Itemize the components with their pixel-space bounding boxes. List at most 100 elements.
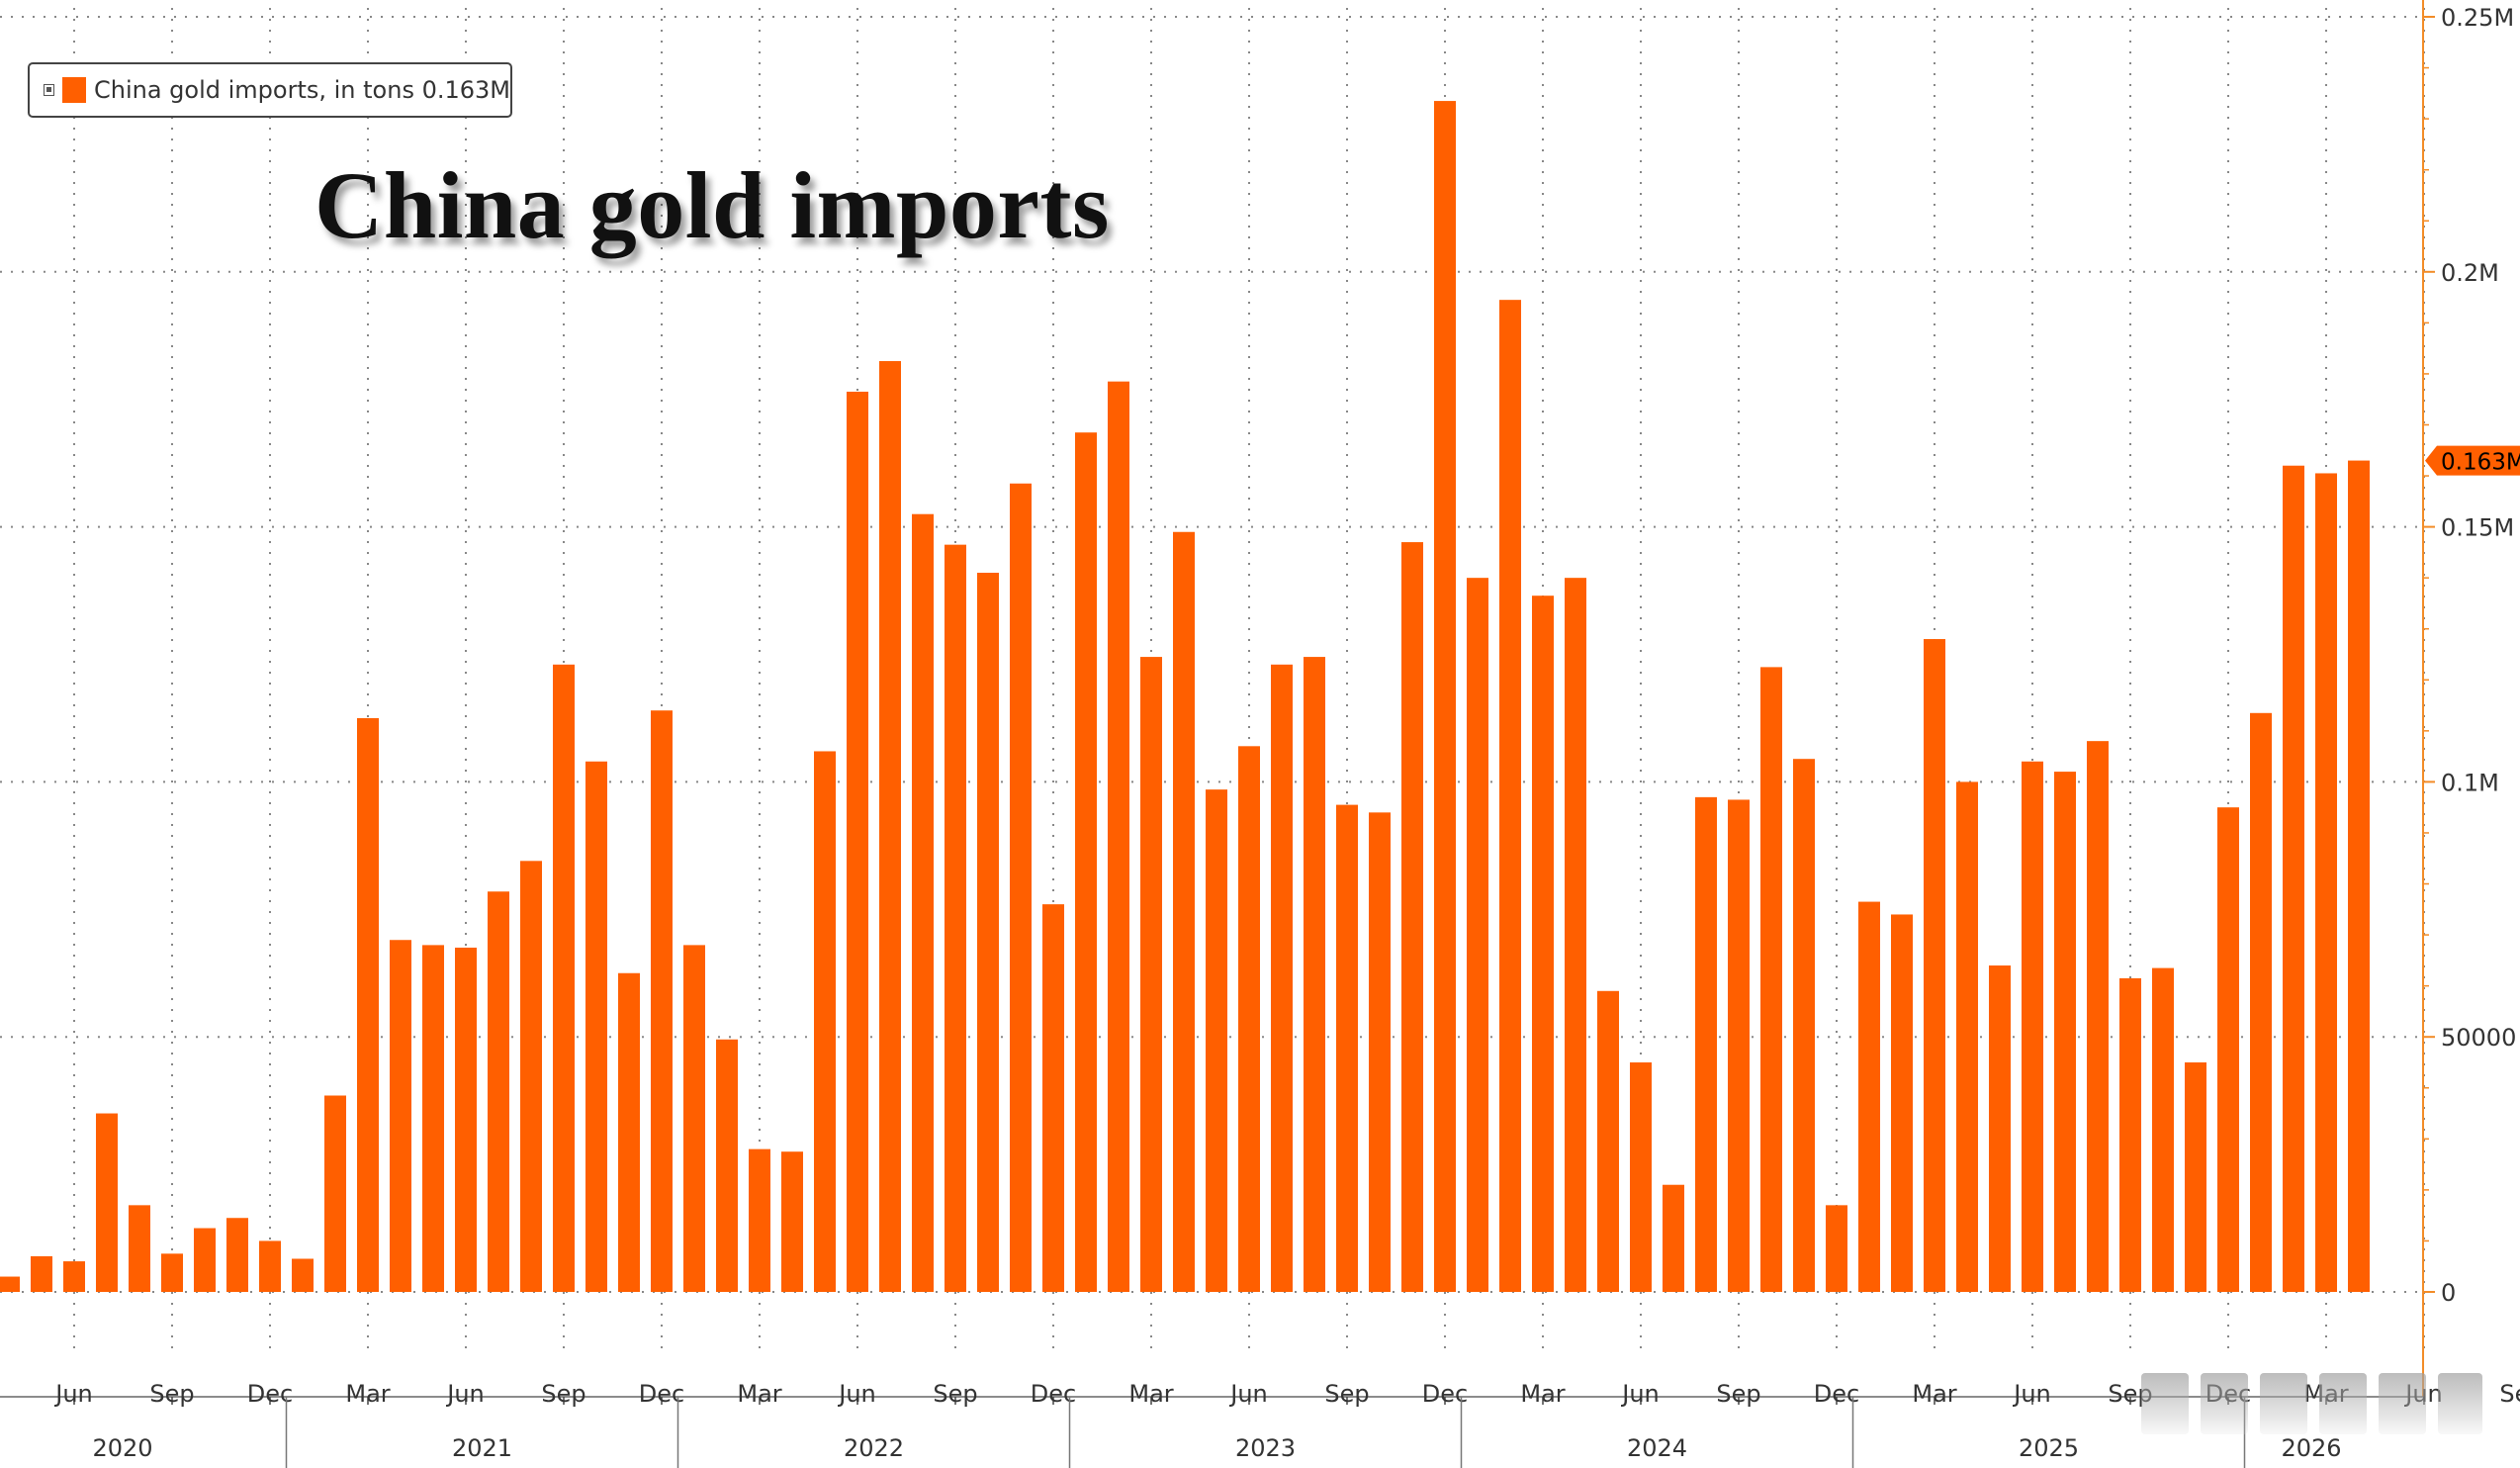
last-value-marker <box>2425 445 2520 476</box>
x-tick-label: Sep <box>1324 1380 1369 1408</box>
legend-toggle-icon[interactable] <box>44 84 55 96</box>
bar[interactable] <box>2250 712 2272 1292</box>
x-tick-label: Jun <box>2012 1380 2051 1408</box>
bar[interactable] <box>716 1039 738 1292</box>
bar[interactable] <box>31 1255 52 1292</box>
bar[interactable] <box>2022 761 2043 1292</box>
x-tick-label: Mar <box>737 1380 781 1408</box>
y-tick-label: 0.1M <box>2441 769 2499 796</box>
bar[interactable] <box>357 717 379 1292</box>
bar[interactable] <box>1989 965 2011 1292</box>
bar[interactable] <box>1565 578 1586 1292</box>
y-tick-label: 0.25M <box>2441 4 2514 32</box>
bar[interactable] <box>553 664 575 1292</box>
bar[interactable] <box>1042 904 1064 1292</box>
bar[interactable] <box>0 1276 20 1292</box>
x-tick-label: Sep <box>541 1380 585 1408</box>
year-label: 2020 <box>92 1434 152 1462</box>
bar[interactable] <box>2054 772 2076 1292</box>
bar[interactable] <box>1532 596 1554 1292</box>
bar[interactable] <box>1858 901 1880 1292</box>
x-tick-label: Sep <box>2499 1380 2520 1408</box>
bar[interactable] <box>879 361 901 1292</box>
bar[interactable] <box>161 1253 183 1292</box>
bar[interactable] <box>226 1218 248 1292</box>
x-tick-label: Mar <box>1912 1380 1956 1408</box>
bar[interactable] <box>847 391 868 1292</box>
bar[interactable] <box>324 1095 346 1292</box>
bar[interactable] <box>2283 465 2304 1292</box>
bar[interactable] <box>1075 432 1097 1292</box>
x-tick-label: Jun <box>1228 1380 1268 1408</box>
bar[interactable] <box>618 972 640 1292</box>
y-tick-label: 0.15M <box>2441 514 2514 542</box>
bar[interactable] <box>1760 667 1782 1292</box>
bar[interactable] <box>1728 799 1750 1292</box>
x-tick-label: Jun <box>53 1380 93 1408</box>
bar[interactable] <box>292 1258 314 1292</box>
bar[interactable] <box>520 861 542 1292</box>
x-tick-label: Sep <box>1716 1380 1760 1408</box>
bar[interactable] <box>977 573 999 1292</box>
bar[interactable] <box>2315 473 2337 1292</box>
bar[interactable] <box>1467 578 1488 1292</box>
bar[interactable] <box>1336 804 1358 1292</box>
bar[interactable] <box>390 940 411 1292</box>
bar[interactable] <box>455 947 477 1292</box>
bar[interactable] <box>1401 542 1423 1292</box>
bar[interactable] <box>1173 531 1195 1292</box>
bar[interactable] <box>1956 781 1978 1292</box>
bar[interactable] <box>1108 381 1129 1292</box>
x-tick-label: Mar <box>1520 1380 1565 1408</box>
bar[interactable] <box>1499 300 1521 1293</box>
bar[interactable] <box>1630 1061 1652 1292</box>
bar[interactable] <box>1010 483 1032 1292</box>
chart-title: China gold imports <box>315 152 1110 258</box>
bar[interactable] <box>651 710 673 1292</box>
x-tick-label: Sep <box>933 1380 977 1408</box>
bar[interactable] <box>1597 990 1619 1292</box>
y-tick-label: 0.2M <box>2441 259 2499 287</box>
bar[interactable] <box>1924 639 1945 1292</box>
bar[interactable] <box>96 1113 118 1292</box>
x-tick-label: Dec <box>1422 1380 1468 1408</box>
legend[interactable]: China gold imports, in tons 0.163M <box>28 62 512 118</box>
bar[interactable] <box>63 1261 85 1292</box>
bar[interactable] <box>422 945 444 1292</box>
bar[interactable] <box>488 891 509 1292</box>
bar[interactable] <box>1826 1205 1847 1292</box>
bar[interactable] <box>1695 796 1717 1292</box>
bar[interactable] <box>585 761 607 1292</box>
watermark-logo <box>2141 1373 2482 1434</box>
bar[interactable] <box>749 1148 770 1292</box>
y-tick-label: 0 <box>2441 1279 2456 1307</box>
bar[interactable] <box>945 544 966 1292</box>
bar[interactable] <box>2119 977 2141 1292</box>
bar[interactable] <box>2217 807 2239 1292</box>
bar[interactable] <box>814 751 836 1292</box>
bar[interactable] <box>1238 746 1260 1292</box>
bar[interactable] <box>2348 460 2370 1292</box>
bar[interactable] <box>2152 967 2174 1292</box>
bar[interactable] <box>2087 741 2109 1292</box>
bar[interactable] <box>1304 657 1325 1292</box>
bar[interactable] <box>1663 1184 1684 1292</box>
bar[interactable] <box>1271 664 1293 1292</box>
bar[interactable] <box>1140 657 1162 1292</box>
bar[interactable] <box>1891 914 1913 1292</box>
bar[interactable] <box>1369 812 1391 1292</box>
bar[interactable] <box>781 1151 803 1292</box>
bar[interactable] <box>2185 1061 2206 1292</box>
bar[interactable] <box>259 1240 281 1292</box>
bar[interactable] <box>129 1205 150 1292</box>
bar[interactable] <box>1206 789 1227 1292</box>
bar[interactable] <box>1434 101 1456 1293</box>
x-tick-label: Dec <box>1031 1380 1076 1408</box>
bar[interactable] <box>194 1228 216 1292</box>
bar[interactable] <box>683 945 705 1292</box>
bar[interactable] <box>912 513 934 1292</box>
bar[interactable] <box>1793 759 1815 1292</box>
